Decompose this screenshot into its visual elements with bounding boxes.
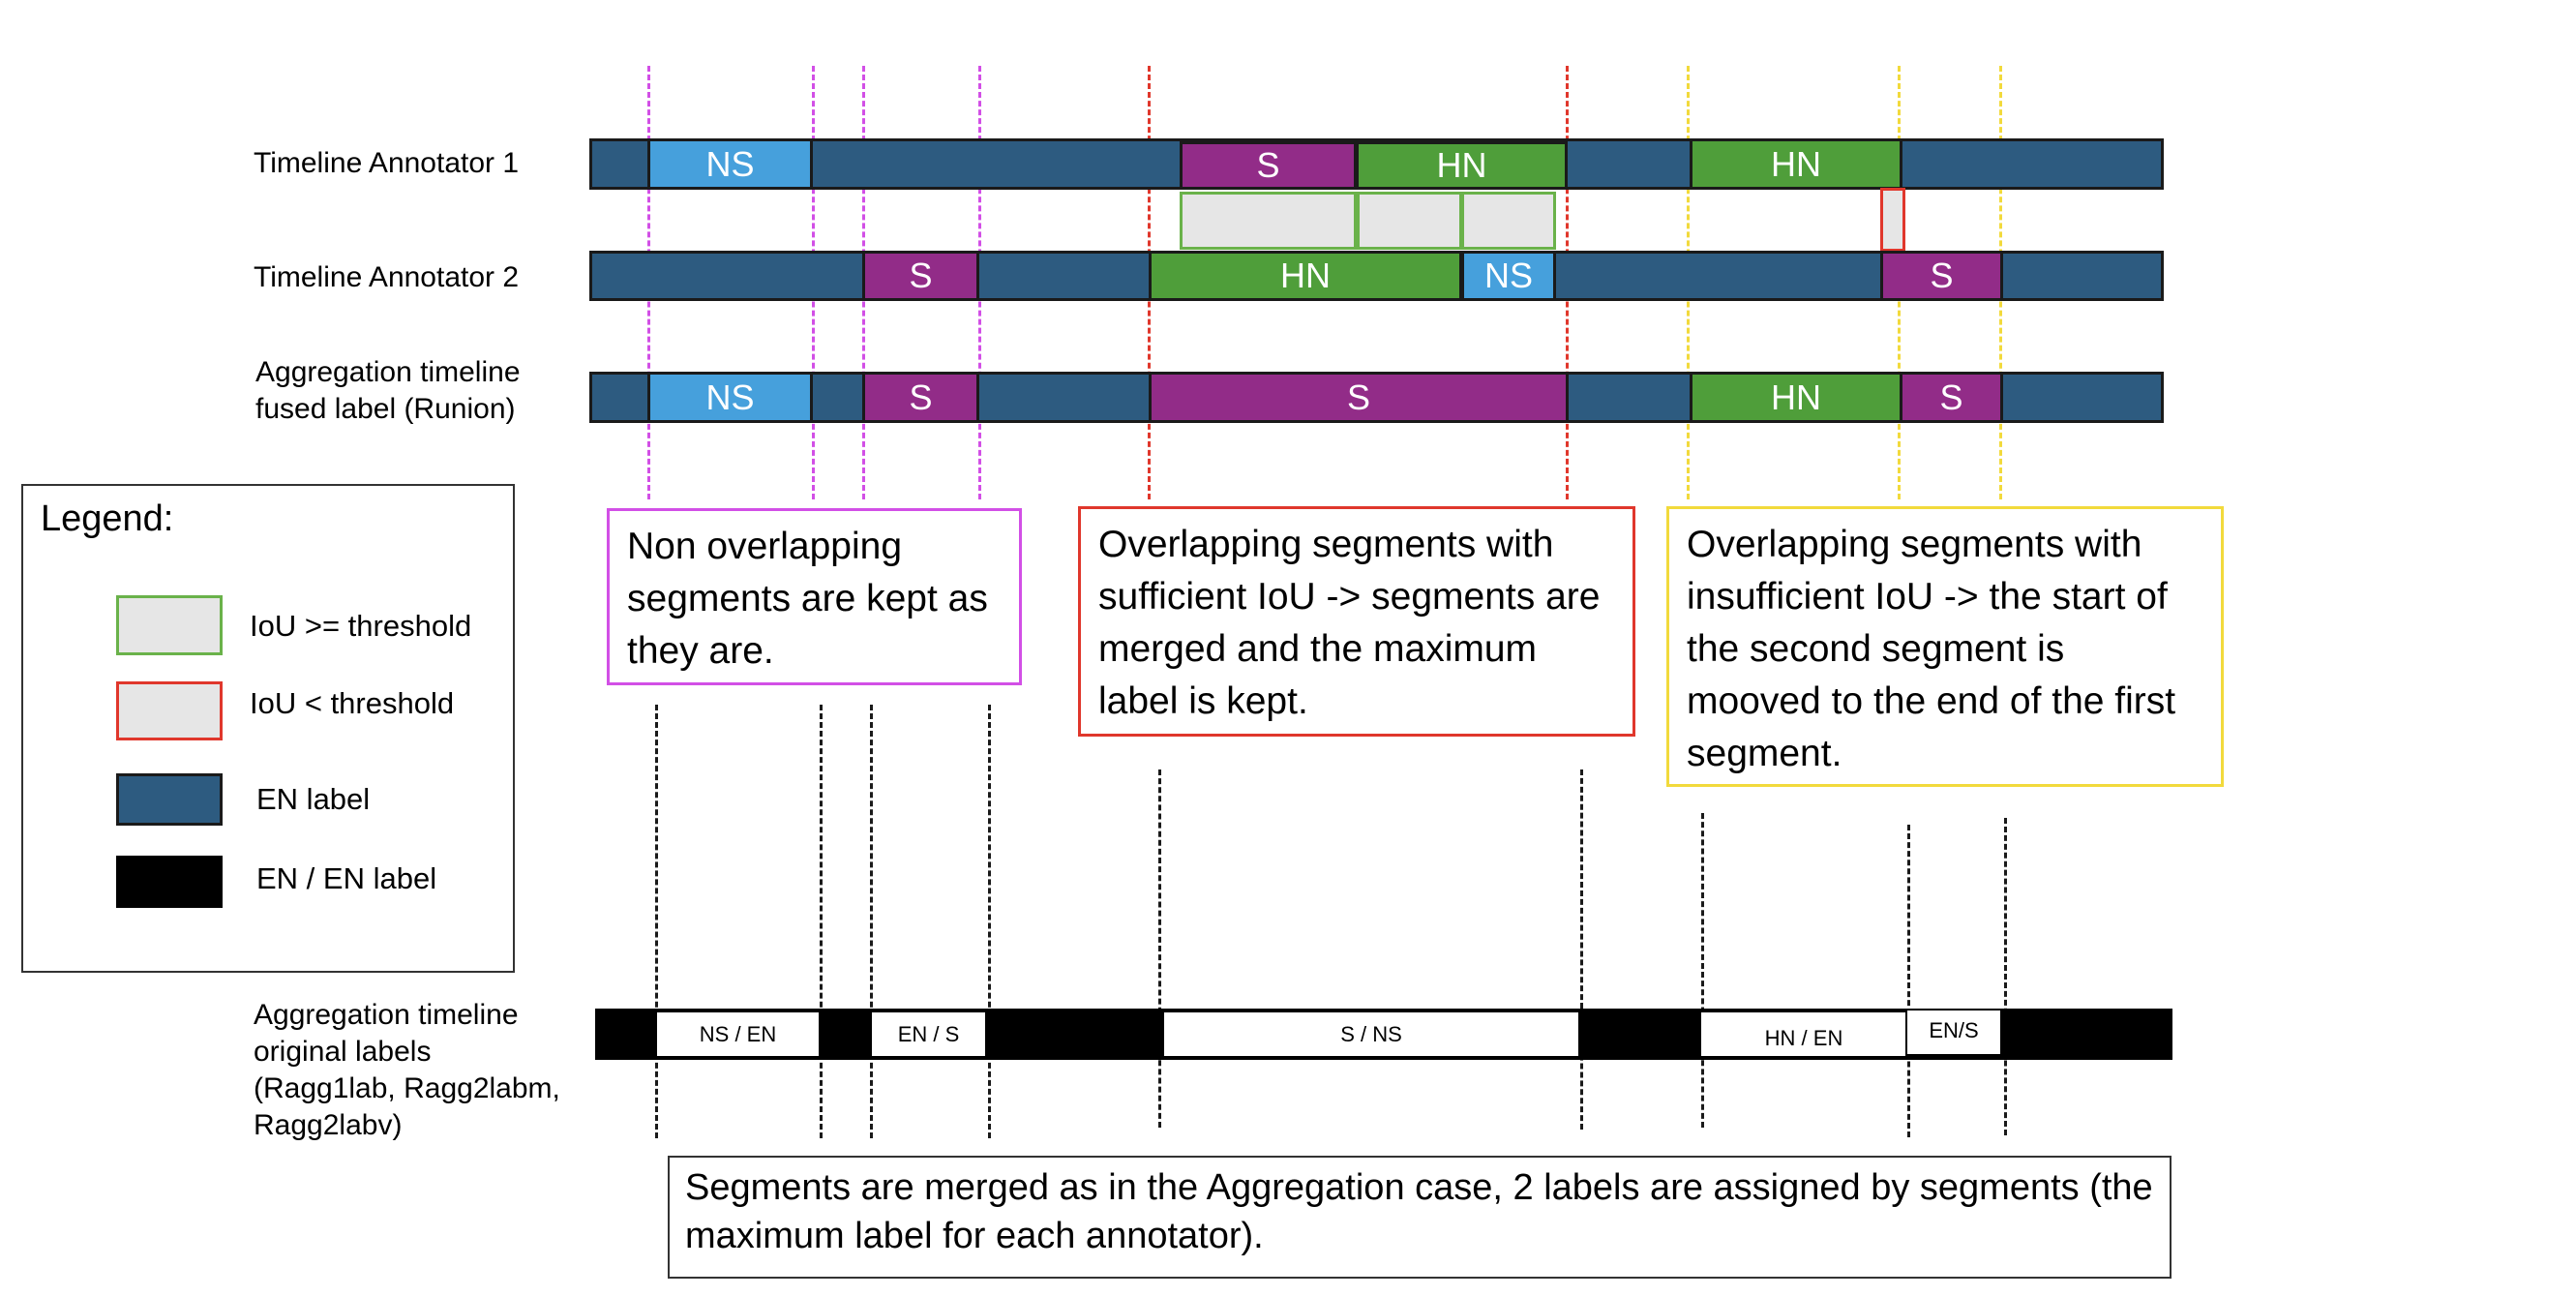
segment-fused-ns: NS <box>647 372 813 423</box>
legend-en-en-label: EN / EN label <box>256 861 437 895</box>
segment-original-ns-en: NS / EN <box>655 1010 821 1058</box>
segment-a1-s: S <box>1180 141 1357 190</box>
guide-line-original <box>1158 769 1161 1128</box>
legend-iou-ok-label: IoU >= threshold <box>250 609 472 643</box>
segment-a2-s: S <box>862 251 979 301</box>
segment-fused-s-2: S <box>1900 372 2003 423</box>
segment-original-en-s: EN / S <box>870 1010 987 1058</box>
segment-original-s-ns: S / NS <box>1162 1010 1580 1058</box>
legend-iou-ok-swatch <box>116 595 223 655</box>
segment-a2-ns: NS <box>1461 251 1556 301</box>
segment-a1-ns: NS <box>647 138 813 190</box>
iou-ok-box <box>1357 192 1462 250</box>
iou-ok-box <box>1180 192 1357 250</box>
legend: Legend: IoU >= threshold IoU < threshold… <box>21 484 515 973</box>
segment-fused-s: S <box>862 372 979 423</box>
guide-line-original <box>988 705 991 1138</box>
segment-fused-s-merged: S <box>1149 372 1569 423</box>
legend-en-label: EN label <box>256 782 371 816</box>
note-insufficient-iou: Overlapping segments with insufficient I… <box>1666 506 2224 787</box>
row-label-annotator-2: Timeline Annotator 2 <box>254 261 520 293</box>
note-bottom: Segments are merged as in the Aggregatio… <box>668 1156 2172 1279</box>
iou-ok-box <box>1461 192 1556 250</box>
segment-original-hn-en: HN / EN <box>1699 1010 1908 1058</box>
segment-a1-hn-2: HN <box>1690 138 1902 190</box>
segment-original-en-s-2: EN/S <box>1905 1009 2002 1056</box>
legend-iou-bad-label: IoU < threshold <box>250 686 455 720</box>
legend-en-en-swatch <box>116 856 223 908</box>
legend-title: Legend: <box>41 498 174 539</box>
row-label-original: Aggregation timeline original labels (Ra… <box>254 999 560 1141</box>
guide-line-original <box>655 705 658 1138</box>
segment-a1-hn: HN <box>1356 141 1568 190</box>
iou-bad-box <box>1880 188 1905 252</box>
segment-fused-hn: HN <box>1690 372 1902 423</box>
row-label-aggregation: Aggregation timeline fused label (Runion… <box>255 356 521 425</box>
note-non-overlapping: Non overlapping segments are kept as the… <box>607 508 1022 685</box>
segment-a2-s-2: S <box>1880 251 2003 301</box>
guide-line-original <box>1701 813 1704 1128</box>
guide-line-original <box>1580 769 1583 1130</box>
guide-line-original <box>1907 825 1910 1137</box>
segment-a2-hn: HN <box>1149 251 1462 301</box>
legend-en-swatch <box>116 773 223 826</box>
guide-line-original <box>870 705 873 1138</box>
note-sufficient-iou: Overlapping segments with sufficient IoU… <box>1078 506 1635 737</box>
guide-line-original <box>2004 818 2007 1135</box>
row-label-annotator-1: Timeline Annotator 1 <box>254 147 520 179</box>
guide-line-original <box>820 705 823 1138</box>
legend-iou-bad-swatch <box>116 681 223 740</box>
